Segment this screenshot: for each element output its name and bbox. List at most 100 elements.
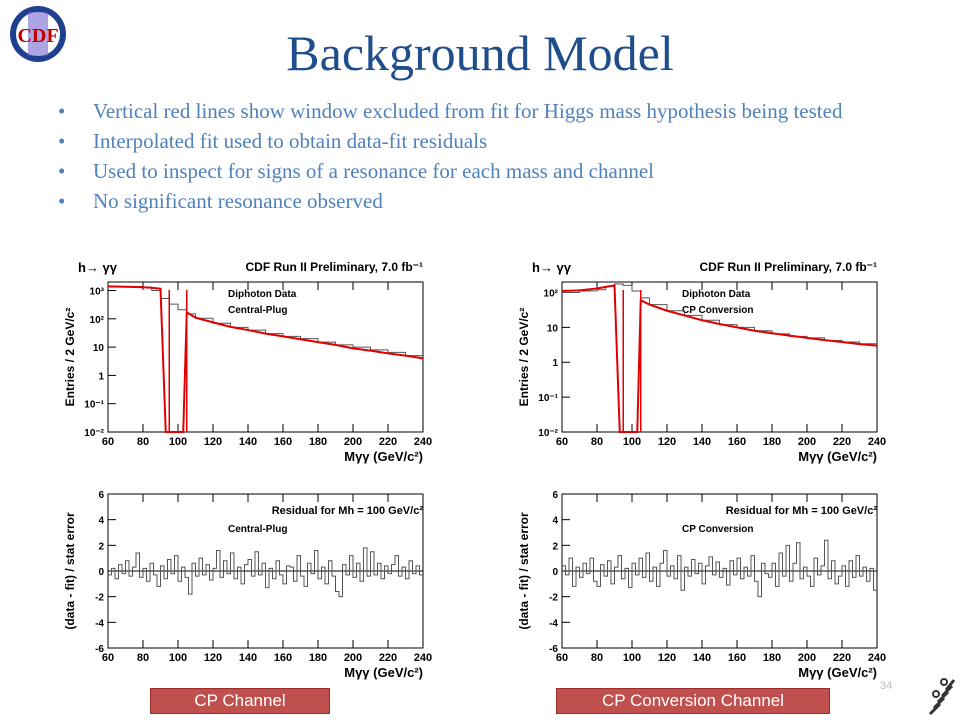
y-axis-title: (data - fit) / stat error <box>517 512 531 630</box>
x-tick-label: 120 <box>658 436 676 448</box>
y-tick-label: 0 <box>552 567 558 578</box>
y-tick-label: 1 <box>552 358 558 369</box>
cp-conversion-channel-badge: CP Conversion Channel <box>556 688 830 714</box>
legend-entry: CP Conversion <box>682 524 754 535</box>
y-tick-label: 10⁻² <box>538 428 558 439</box>
x-tick-label: 60 <box>556 436 568 448</box>
x-tick-label: 120 <box>658 652 676 664</box>
conv-residual-chart: 60 80 100 120 140 160 180 200 220 240 -6 -4 -2 0 2 4 6 Mγ… <box>517 490 886 680</box>
x-tick-label: 200 <box>798 436 816 448</box>
legend-entry: Central-Plug <box>228 524 287 535</box>
run-header: CDF Run II Preliminary, 7.0 fb⁻¹ <box>246 260 423 274</box>
x-tick-label: 120 <box>204 436 222 448</box>
x-tick-label: 140 <box>239 652 257 664</box>
cp-spectrum-chart: 60 80 100 120 140 160 180 200 220 240 10⁻² 10⁻¹ 1 10 1… <box>63 260 432 464</box>
x-tick-label: 240 <box>868 436 886 448</box>
x-tick-label: 100 <box>623 436 641 448</box>
x-tick-label: 240 <box>414 652 432 664</box>
bullet-item: Vertical red lines show window excluded … <box>58 100 918 122</box>
y-tick-label: -2 <box>549 593 558 604</box>
x-tick-label: 240 <box>868 652 886 664</box>
fit-curve <box>107 285 424 433</box>
plots-area: 60 80 100 120 140 160 180 200 220 24010⁻²10⁻¹1101… <box>63 260 886 680</box>
x-tick-label: 100 <box>169 652 187 664</box>
svg-text:CDF: CDF <box>17 25 58 47</box>
x-tick-label: 60 <box>556 652 568 664</box>
y-tick-label: -6 <box>549 644 558 655</box>
y-tick-label: 6 <box>98 490 104 501</box>
y-tick-label: -2 <box>95 593 104 604</box>
y-tick-label: 2 <box>552 541 558 552</box>
x-tick-label: 200 <box>344 436 362 448</box>
residual-header: Residual for Mh = 100 GeV/c² <box>272 505 424 517</box>
x-tick-label: 80 <box>591 436 603 448</box>
bullet-item: Used to inspect for signs of a resonance… <box>58 160 918 182</box>
y-tick-label: -4 <box>549 618 558 629</box>
y-tick-label: 10⁻¹ <box>538 393 558 404</box>
bullet-item: No significant resonance observed <box>58 190 918 212</box>
plot-frame <box>107 281 424 433</box>
x-tick-label: 200 <box>798 652 816 664</box>
y-tick-label: 4 <box>552 516 558 527</box>
legend-entry: Diphoton Data <box>682 289 751 300</box>
x-tick-label: 60 <box>102 436 114 448</box>
x-tick-label: 80 <box>591 652 603 664</box>
process-label: h→ γγ <box>78 260 118 275</box>
x-tick-label: 140 <box>239 436 257 448</box>
x-tick-label: 240 <box>414 436 432 448</box>
residual-header: Residual for Mh = 100 GeV/c² <box>726 505 878 517</box>
x-tick-label: 220 <box>833 652 851 664</box>
corner-decoration-icon <box>928 678 956 716</box>
x-tick-label: 160 <box>728 436 746 448</box>
x-tick-label: 160 <box>728 652 746 664</box>
x-tick-label: 100 <box>169 436 187 448</box>
x-tick-label: 180 <box>763 652 781 664</box>
x-axis-title: Mγγ (GeV/c²) <box>344 665 423 680</box>
y-tick-label: 10² <box>544 288 559 299</box>
y-tick-label: 2 <box>98 541 104 552</box>
legend-entry: Diphoton Data <box>228 289 297 300</box>
y-tick-label: 10 <box>547 323 559 334</box>
x-tick-label: 120 <box>204 652 222 664</box>
cp-residual-chart: 60 80 100 120 140 160 180 200 220 240 -6 -4 -2 0 2 4 6 Mγ… <box>63 490 432 680</box>
page-number: 34 <box>880 680 893 692</box>
legend-entry: Central-Plug <box>228 305 287 316</box>
legend-entry: CP Conversion <box>682 305 754 316</box>
y-axis-title: Entries / 2 GeV/c² <box>63 308 77 407</box>
bullet-list: Vertical red lines show window excluded … <box>58 100 918 220</box>
x-tick-label: 220 <box>379 652 397 664</box>
x-tick-label: 180 <box>309 436 327 448</box>
x-tick-label: 220 <box>833 436 851 448</box>
x-tick-label: 200 <box>344 652 362 664</box>
y-axis-title: Entries / 2 GeV/c² <box>517 308 531 407</box>
x-tick-label: 100 <box>623 652 641 664</box>
cdf-logo-icon: CDF <box>10 6 66 62</box>
x-axis-title: Mγγ (GeV/c²) <box>344 449 423 464</box>
y-tick-label: 10 <box>93 343 105 354</box>
x-tick-label: 180 <box>309 652 327 664</box>
residual-histogram <box>562 539 877 598</box>
y-tick-label: -6 <box>95 644 104 655</box>
bullet-item: Interpolated fit used to obtain data-fit… <box>58 130 918 152</box>
y-tick-label: 4 <box>98 516 104 527</box>
x-tick-label: 160 <box>274 436 292 448</box>
conv-spectrum-chart: 60 80 100 120 140 160 180 200 220 240 10⁻² 10⁻¹ 1 10 1… <box>517 260 886 464</box>
fit-curve <box>561 284 878 433</box>
x-tick-label: 160 <box>274 652 292 664</box>
y-tick-label: 10⁻² <box>84 428 104 439</box>
x-tick-label: 80 <box>137 652 149 664</box>
x-tick-label: 60 <box>102 652 114 664</box>
process-label: h→ γγ <box>532 260 572 275</box>
y-tick-label: -4 <box>95 618 104 629</box>
y-tick-label: 6 <box>552 490 558 501</box>
y-tick-label: 1 <box>98 371 104 382</box>
x-tick-label: 140 <box>693 436 711 448</box>
run-header: CDF Run II Preliminary, 7.0 fb⁻¹ <box>700 260 877 274</box>
data-histogram <box>108 285 423 357</box>
cp-channel-badge: CP Channel <box>150 688 330 714</box>
y-axis-title: (data - fit) / stat error <box>63 512 77 630</box>
y-tick-label: 10² <box>90 315 105 326</box>
y-tick-label: 0 <box>98 567 104 578</box>
x-tick-label: 80 <box>137 436 149 448</box>
plot-frame <box>561 281 878 433</box>
